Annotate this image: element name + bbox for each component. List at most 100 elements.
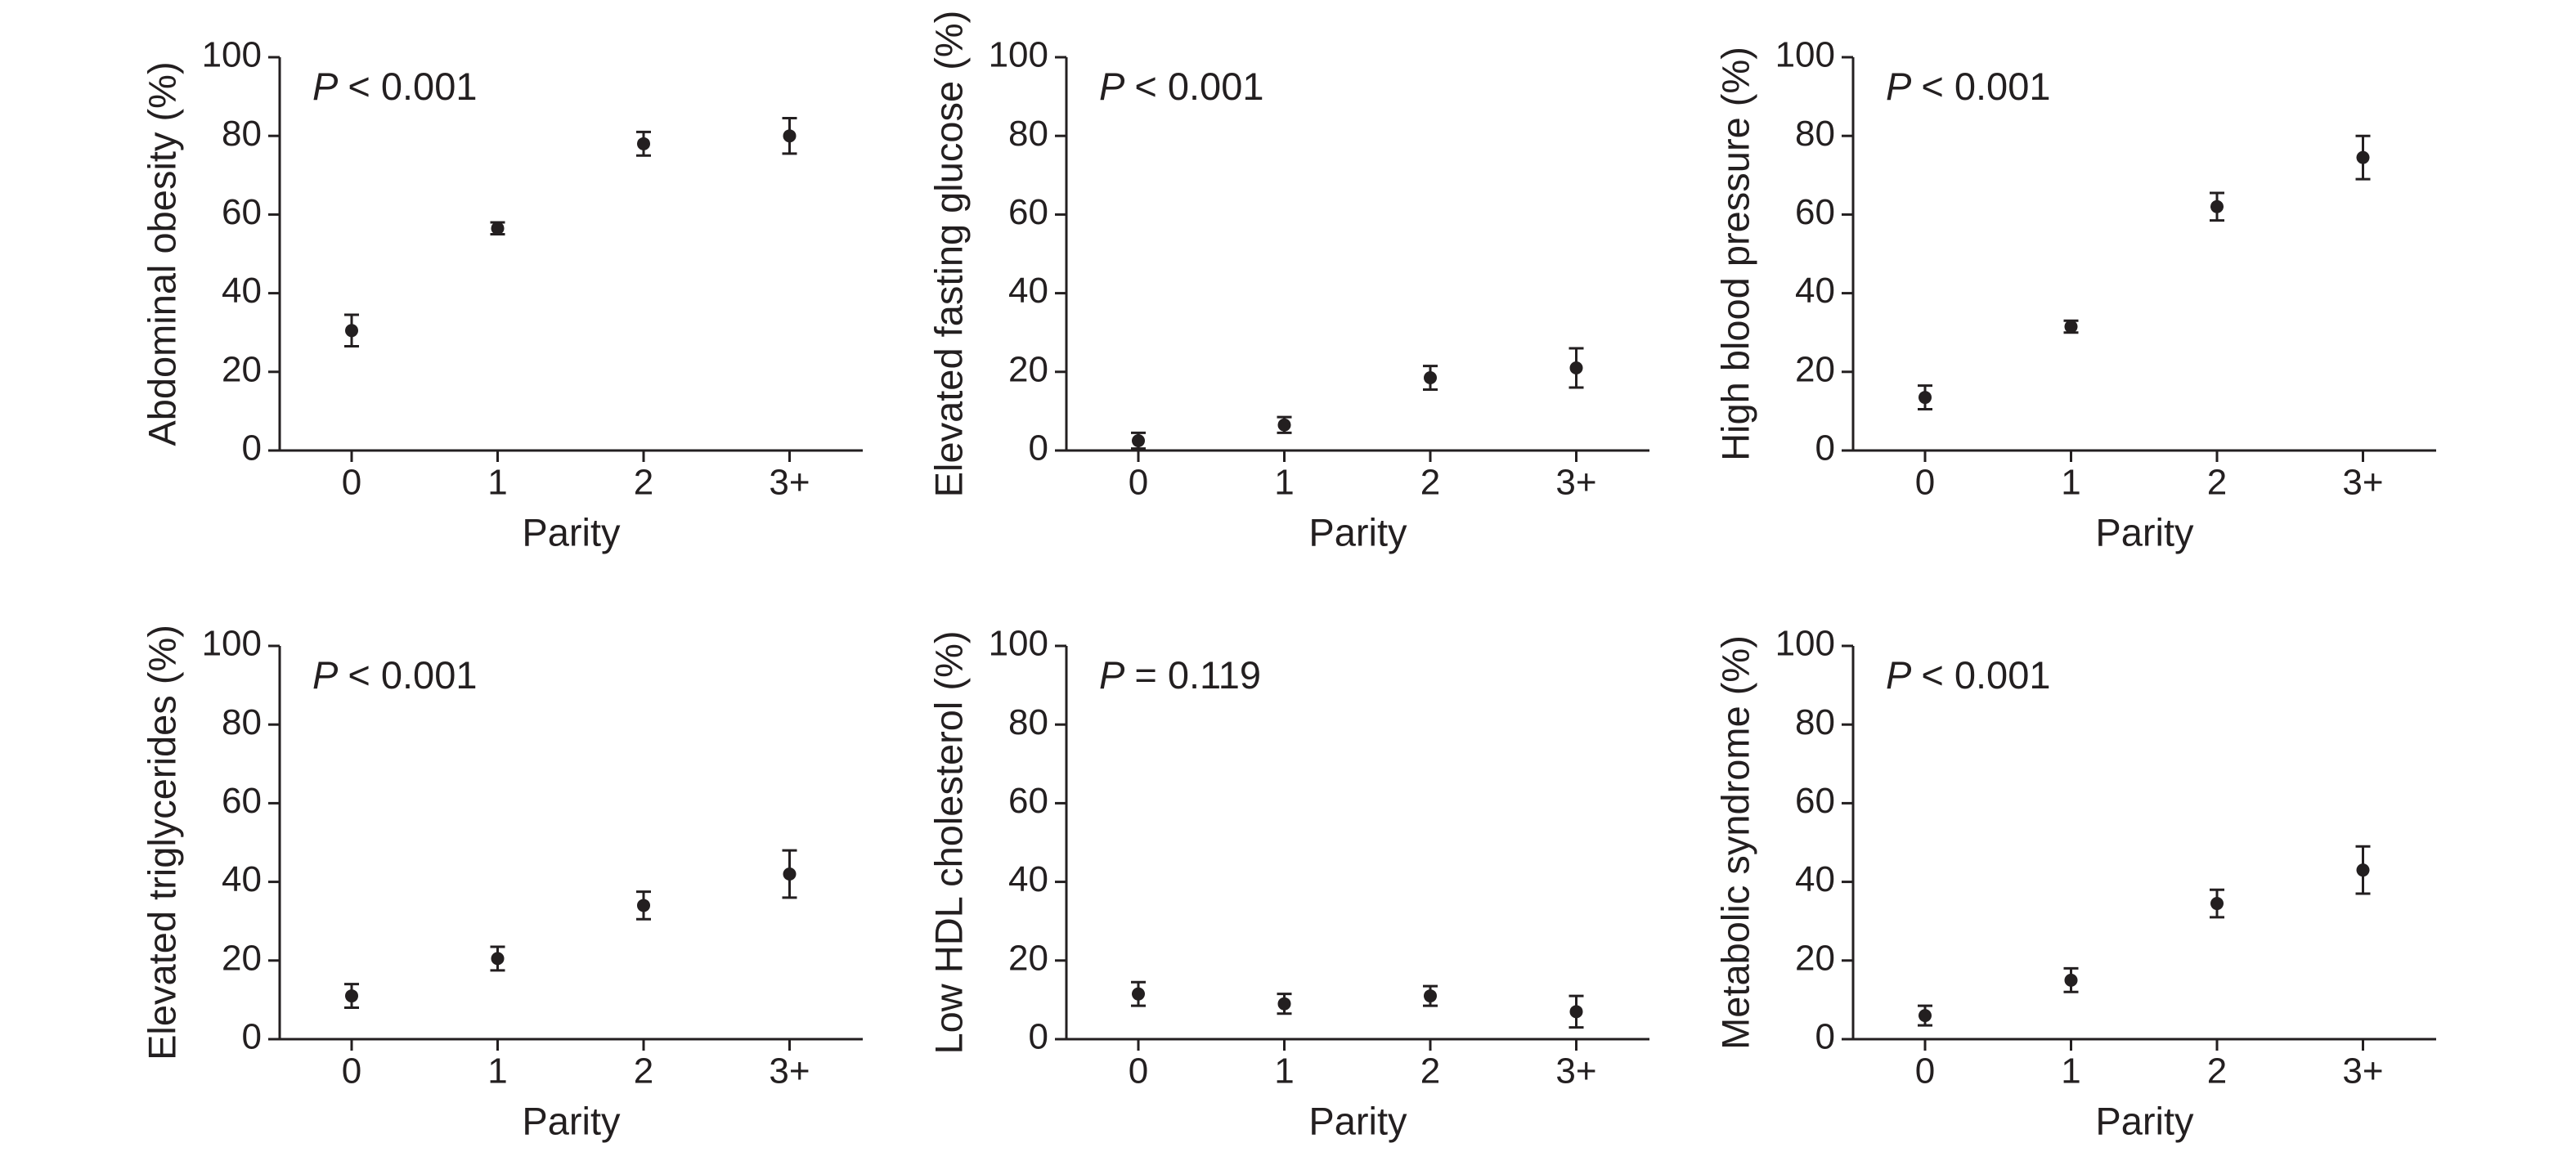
- x-tick-label: 2: [1420, 1051, 1440, 1091]
- point: [1424, 989, 1437, 1003]
- annotation-symbol: P: [1099, 65, 1125, 108]
- y-tick-label: 80: [1795, 114, 1835, 154]
- y-tick-label: 60: [1008, 192, 1048, 232]
- annotation-text: < 0.001: [1921, 653, 2050, 697]
- y-axis-label: Metabolic syndrome (%): [1713, 635, 1757, 1050]
- point: [2210, 897, 2224, 911]
- y-tick-label: 20: [1008, 938, 1048, 978]
- x-tick-label: 2: [2207, 463, 2227, 503]
- y-tick-label: 80: [1008, 702, 1048, 742]
- y-tick-label: 20: [1795, 349, 1835, 389]
- annotation: P < 0.001: [1886, 65, 2050, 108]
- y-tick-label: 100: [202, 35, 262, 75]
- x-tick-label: 2: [634, 1051, 653, 1091]
- point: [2210, 199, 2224, 213]
- y-axis-label: Abdominal obesity (%): [140, 61, 183, 446]
- x-tick-label: 0: [1915, 1051, 1935, 1091]
- y-tick-label: 100: [1775, 624, 1835, 664]
- y-tick-label: 60: [1008, 781, 1048, 821]
- point: [1424, 371, 1437, 385]
- annotation-text: = 0.119: [1134, 653, 1261, 697]
- y-tick-label: 60: [222, 192, 262, 232]
- point: [1277, 997, 1291, 1011]
- annotation: P < 0.001: [1099, 65, 1263, 108]
- y-tick-label: 100: [1775, 35, 1835, 75]
- y-tick-label: 0: [242, 428, 262, 468]
- annotation: P = 0.119: [1099, 653, 1261, 697]
- x-axis-label: Parity: [522, 510, 621, 554]
- x-tick-label: 2: [1420, 463, 1440, 503]
- point: [1919, 1009, 1932, 1023]
- x-axis-label: Parity: [1308, 510, 1407, 554]
- x-tick-label: 1: [1274, 463, 1294, 503]
- point: [1132, 433, 1145, 447]
- x-axis-label: Parity: [2095, 1099, 2194, 1142]
- y-tick-label: 80: [1008, 114, 1048, 154]
- point: [345, 989, 358, 1003]
- x-tick-label: 0: [1129, 463, 1148, 503]
- x-tick-label: 2: [2207, 1051, 2227, 1091]
- annotation-text: < 0.001: [348, 65, 477, 108]
- y-tick-label: 0: [242, 1017, 262, 1057]
- y-tick-label: 40: [222, 859, 262, 899]
- point: [1919, 391, 1932, 405]
- y-tick-label: 0: [1815, 428, 1835, 468]
- annotation: P < 0.001: [312, 653, 477, 697]
- point: [491, 222, 505, 235]
- point: [2064, 320, 2078, 334]
- point: [783, 867, 797, 881]
- y-tick-label: 40: [1795, 859, 1835, 899]
- point: [2064, 973, 2078, 987]
- point: [2356, 863, 2370, 877]
- point: [783, 129, 797, 143]
- y-tick-label: 20: [1795, 938, 1835, 978]
- y-tick-label: 100: [989, 624, 1048, 664]
- panel: 0 20 40 60 80 100 0 1 2 3+ Parity High blood pressu…: [1713, 35, 2436, 554]
- point: [491, 952, 505, 966]
- x-tick-label: 3+: [769, 1051, 810, 1091]
- x-axis-label: Parity: [1308, 1099, 1407, 1142]
- y-tick-label: 100: [989, 35, 1048, 75]
- point: [2356, 150, 2370, 164]
- y-tick-label: 20: [1008, 349, 1048, 389]
- point: [637, 899, 650, 912]
- y-tick-label: 20: [222, 938, 262, 978]
- y-tick-label: 100: [202, 624, 262, 664]
- point: [1277, 418, 1291, 432]
- annotation-text: < 0.001: [348, 653, 477, 697]
- annotation-symbol: P: [1099, 653, 1125, 697]
- x-tick-label: 3+: [1555, 1051, 1596, 1091]
- annotation-symbol: P: [1886, 653, 1912, 697]
- x-tick-label: 0: [1915, 463, 1935, 503]
- x-tick-label: 3+: [769, 463, 810, 503]
- y-tick-label: 80: [222, 702, 262, 742]
- annotation: P < 0.001: [312, 65, 477, 108]
- y-tick-label: 40: [1008, 859, 1048, 899]
- y-tick-label: 40: [222, 271, 262, 311]
- annotation: P < 0.001: [1886, 653, 2050, 697]
- panel: 0 20 40 60 80 100 0 1 2 3+ Parity Elevated triglyce…: [140, 624, 863, 1142]
- y-tick-label: 80: [222, 114, 262, 154]
- x-tick-label: 1: [2061, 1051, 2080, 1091]
- y-tick-label: 60: [1795, 192, 1835, 232]
- x-tick-label: 1: [487, 463, 507, 503]
- point: [1569, 1005, 1583, 1019]
- y-tick-label: 80: [1795, 702, 1835, 742]
- annotation-symbol: P: [312, 653, 339, 697]
- point: [345, 324, 358, 338]
- x-tick-label: 3+: [2342, 463, 2383, 503]
- panel: 0 20 40 60 80 100 0 1 2 3+ Parity Metabolic syndrom…: [1713, 624, 2436, 1142]
- annotation-symbol: P: [1886, 65, 1912, 108]
- x-axis-label: Parity: [522, 1099, 621, 1142]
- x-tick-label: 1: [2061, 463, 2080, 503]
- y-tick-label: 0: [1029, 1017, 1048, 1057]
- y-tick-label: 60: [1795, 781, 1835, 821]
- y-axis-label: Elevated triglycerides (%): [140, 625, 183, 1060]
- annotation-text: < 0.001: [1921, 65, 2050, 108]
- x-tick-label: 3+: [2342, 1051, 2383, 1091]
- x-tick-label: 0: [342, 463, 361, 503]
- x-tick-label: 3+: [1555, 463, 1596, 503]
- x-tick-label: 1: [1274, 1051, 1294, 1091]
- point: [1569, 361, 1583, 374]
